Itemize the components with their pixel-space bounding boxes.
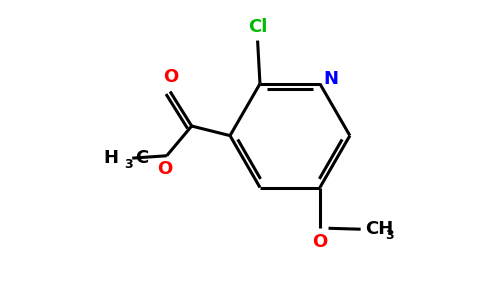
Text: 3: 3 — [124, 158, 133, 171]
Text: Cl: Cl — [248, 18, 267, 36]
Text: O: O — [157, 160, 172, 178]
Text: N: N — [323, 70, 338, 88]
Text: H: H — [104, 149, 119, 167]
Text: C: C — [136, 149, 149, 167]
Text: CH: CH — [365, 220, 393, 238]
Text: O: O — [164, 68, 179, 86]
Text: O: O — [312, 233, 328, 251]
Text: 3: 3 — [386, 229, 394, 242]
